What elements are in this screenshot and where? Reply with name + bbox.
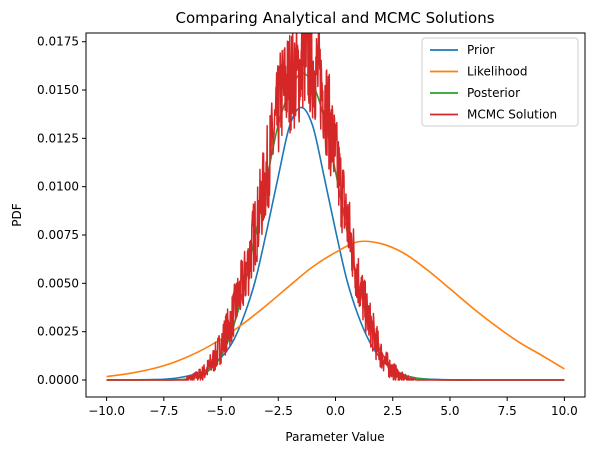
chart-title: Comparing Analytical and MCMC Solutions [175, 9, 494, 27]
legend-label: Prior [467, 43, 495, 57]
x-tick-label: −10.0 [88, 404, 125, 418]
y-tick-label: 0.0150 [37, 83, 79, 97]
x-tick-label: 5.0 [440, 404, 459, 418]
x-tick-label: 10.0 [551, 404, 578, 418]
x-tick-label: 0.0 [326, 404, 345, 418]
x-tick-label: −2.5 [264, 404, 293, 418]
y-tick-label: 0.0025 [37, 325, 79, 339]
series-line-mcmc-solution [106, 33, 565, 381]
y-tick-label: 0.0125 [37, 131, 79, 145]
series-layer [106, 33, 565, 381]
legend-label: Likelihood [467, 65, 528, 79]
x-axis: −10.0 −7.5 −5.0 −2.5 0.0 2.5 5.0 7.5 10.0 [88, 397, 578, 418]
y-axis: 0.0000 0.0025 0.0050 0.0075 0.0100 0.0125 0.01… [37, 35, 86, 387]
y-axis-label: PDF [10, 203, 24, 226]
x-tick-label: −5.0 [206, 404, 235, 418]
y-tick-label: 0.0000 [37, 373, 79, 387]
x-tick-label: 2.5 [383, 404, 402, 418]
x-tick-label: −7.5 [149, 404, 178, 418]
legend-label: MCMC Solution [467, 108, 557, 122]
y-tick-label: 0.0100 [37, 180, 79, 194]
series-line-likelihood [106, 240, 565, 378]
legend-label: Posterior [467, 86, 520, 100]
y-tick-label: 0.0175 [37, 35, 79, 49]
x-axis-label: Parameter Value [285, 430, 384, 444]
y-tick-label: 0.0050 [37, 276, 79, 290]
y-tick-label: 0.0075 [37, 228, 79, 242]
legend-box [421, 37, 579, 127]
x-tick-label: 7.5 [498, 404, 517, 418]
legend: Prior Likelihood Posterior MCMC Solution [421, 37, 579, 127]
